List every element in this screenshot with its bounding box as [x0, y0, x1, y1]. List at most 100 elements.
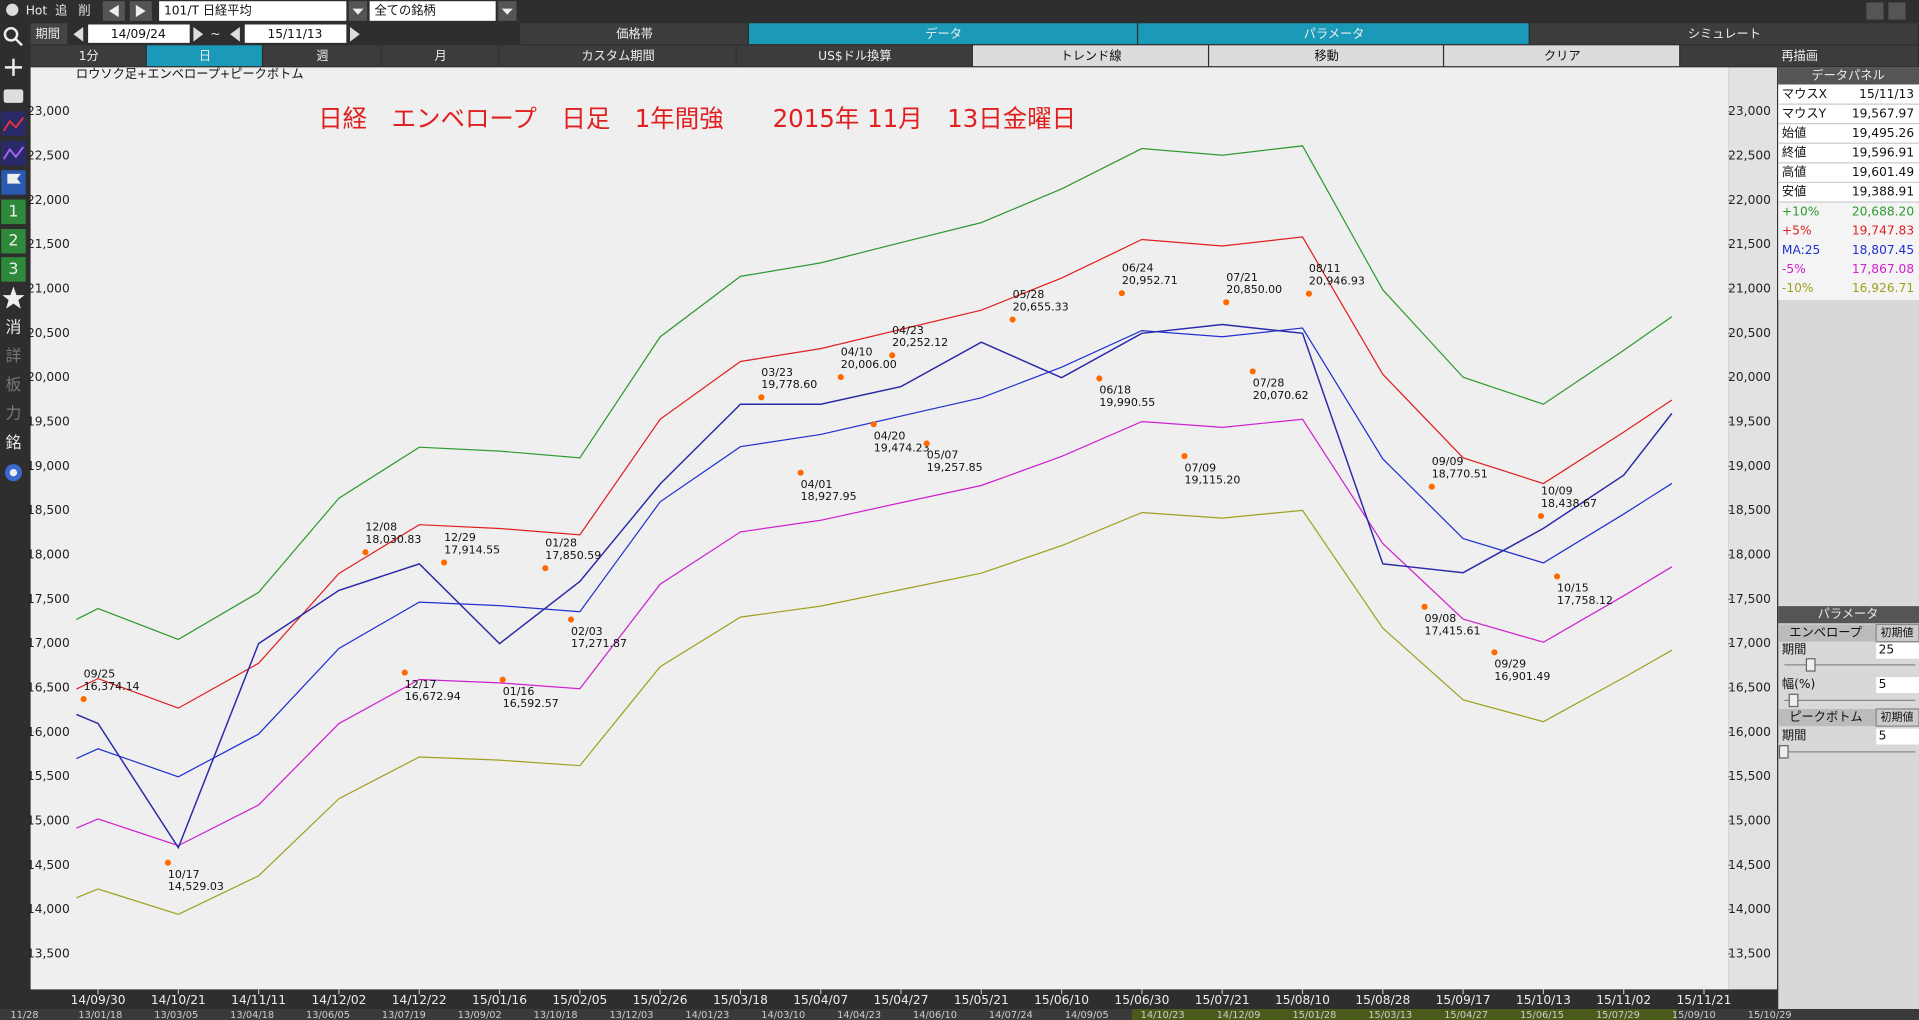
camera-icon[interactable]	[3, 89, 24, 103]
toolbar-button[interactable]	[736, 45, 972, 67]
sidebar-label[interactable]: 板	[6, 375, 22, 394]
crosshair-icon[interactable]	[4, 58, 23, 76]
sidebar-label[interactable]: 力	[6, 403, 22, 422]
legend-value: 20,688.20	[1852, 204, 1914, 218]
toolbar-button-label[interactable]: 再描画	[1781, 49, 1818, 63]
peak-date: 01/28	[545, 537, 577, 550]
sidebar-button[interactable]	[1, 199, 26, 225]
tab[interactable]	[520, 23, 748, 45]
overview-date: 14/06/10	[913, 1010, 957, 1020]
peak-value: 16,901.49	[1494, 670, 1550, 683]
peak-period-value[interactable]: 5	[1879, 728, 1887, 742]
toolbar-button-label[interactable]: クリア	[1544, 49, 1581, 63]
sidebar-label[interactable]: 詳	[6, 346, 22, 365]
period-slider-thumb[interactable]	[1805, 658, 1816, 672]
tab[interactable]	[1138, 23, 1529, 45]
envelope-reset-button[interactable]	[1875, 623, 1919, 643]
width-slider-thumb[interactable]	[1788, 693, 1799, 708]
tab-label[interactable]: データ	[925, 26, 962, 41]
toolbar-button[interactable]	[1680, 45, 1918, 67]
width-input[interactable]	[1876, 677, 1919, 694]
peak-marker	[164, 859, 171, 866]
overview-window[interactable]	[1132, 1008, 1677, 1020]
peak-date: 09/29	[1494, 658, 1526, 671]
maximize-button[interactable]	[1888, 2, 1906, 20]
sidebar-button[interactable]	[1, 228, 26, 254]
tab[interactable]	[1529, 23, 1918, 45]
hot-button[interactable]: Hot	[26, 4, 48, 18]
overview-date: 15/04/27	[1444, 1010, 1488, 1020]
peak-reset-button[interactable]	[1875, 708, 1919, 727]
minimize-button[interactable]	[1866, 2, 1884, 20]
toolbar-button-label[interactable]: 1分	[79, 49, 99, 63]
tab-label[interactable]: パラメータ	[1304, 27, 1365, 41]
to-date[interactable]: 15/11/13	[267, 27, 322, 41]
period-input[interactable]	[1876, 642, 1919, 659]
toolbar-button-label[interactable]: 日	[199, 49, 211, 63]
delete-button[interactable]: 削	[78, 4, 90, 18]
peak-date: 07/09	[1184, 461, 1216, 474]
from-date[interactable]: 14/09/24	[111, 27, 166, 41]
peak-marker	[441, 559, 448, 566]
peak-value: 19,778.60	[761, 378, 817, 391]
from-box[interactable]	[88, 24, 190, 43]
tab-label[interactable]: シミュレート	[1688, 27, 1761, 41]
toolbar-button-label[interactable]: US$ドル換算	[818, 48, 891, 63]
sidebar-label[interactable]: 3	[8, 259, 18, 278]
sidebar-button[interactable]	[1, 257, 26, 282]
toolbar-button-label[interactable]: トレンド線	[1060, 48, 1121, 63]
sidebar-label[interactable]: 1	[8, 201, 18, 220]
peak-value: 14,529.03	[168, 880, 224, 893]
toolbar-button[interactable]	[146, 45, 262, 67]
toolbar-button[interactable]	[972, 45, 1208, 67]
y-tick-label: 17,000	[1728, 636, 1771, 650]
to-box[interactable]	[244, 24, 347, 43]
to-next[interactable]	[350, 26, 360, 42]
star-icon[interactable]	[2, 286, 25, 309]
symbol-box[interactable]	[159, 1, 347, 21]
peak-marker	[1223, 299, 1230, 306]
toolbar-button[interactable]	[30, 45, 146, 67]
from-prev[interactable]	[73, 26, 84, 42]
envelope-reset[interactable]: 初期値	[1880, 625, 1913, 639]
overview-date: 14/03/10	[761, 1010, 805, 1020]
search-icon[interactable]	[3, 26, 19, 42]
toolbar-button-label[interactable]: 移動	[1314, 49, 1338, 63]
legend-value: 18,807.45	[1852, 243, 1914, 257]
peak-reset[interactable]: 初期値	[1880, 710, 1913, 724]
toolbar-button[interactable]	[1444, 45, 1680, 67]
add-button[interactable]: 追	[55, 3, 67, 18]
dropdown-arrow	[352, 8, 364, 15]
peak-value: 20,655.33	[1013, 300, 1069, 313]
toolbar-button-label[interactable]: 週	[316, 49, 328, 63]
toolbar-button-label[interactable]: 月	[434, 49, 446, 63]
peak-period-input[interactable]	[1876, 728, 1919, 745]
toolbar-button[interactable]	[263, 45, 381, 67]
data-value: 19,495.26	[1852, 126, 1914, 140]
toolbar-button-label[interactable]: カスタム期間	[581, 49, 654, 63]
toolbar-button[interactable]	[381, 45, 499, 67]
legend-label: -5%	[1782, 262, 1806, 276]
from-next[interactable]	[193, 26, 204, 42]
overview-date: 15/09/10	[1672, 1010, 1716, 1020]
universe-box[interactable]	[369, 1, 496, 21]
tab[interactable]	[748, 23, 1137, 45]
hot-icon[interactable]	[6, 3, 19, 16]
tab-label[interactable]: 価格帯	[616, 26, 653, 41]
legend-value: 17,867.08	[1852, 262, 1914, 276]
toolbar-button[interactable]	[1209, 45, 1443, 67]
sidebar-label[interactable]: 銘	[6, 433, 22, 452]
overview-strip[interactable]	[0, 1008, 1919, 1020]
overview-date: 13/01/18	[78, 1010, 122, 1020]
toolbar-button[interactable]	[499, 45, 736, 67]
peak-slider-thumb[interactable]	[1778, 745, 1789, 759]
sidebar-label[interactable]: 消	[6, 318, 22, 337]
width-value[interactable]: 5	[1879, 677, 1887, 691]
peak-date: 12/08	[365, 521, 397, 534]
to-prev[interactable]	[230, 26, 240, 42]
symbol[interactable]: 101/T 日経平均	[164, 4, 252, 18]
universe[interactable]: 全ての銘柄	[374, 3, 435, 18]
x-tick-label: 15/11/02	[1596, 993, 1651, 1007]
period-value[interactable]: 25	[1879, 643, 1895, 657]
sidebar-label[interactable]: 2	[8, 231, 18, 250]
